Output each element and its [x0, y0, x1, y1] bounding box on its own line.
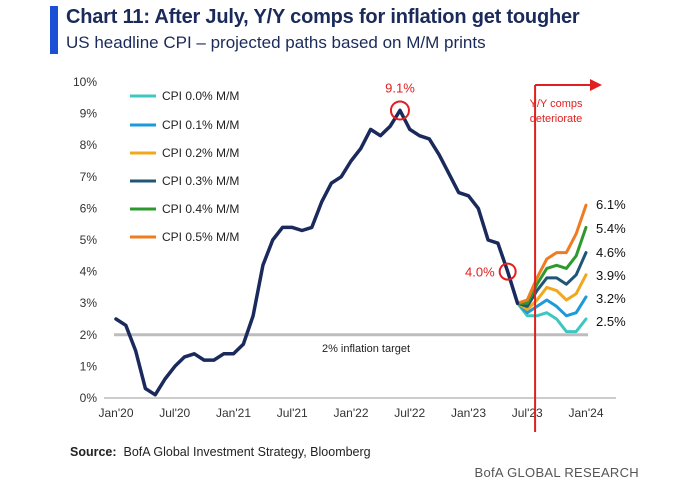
- x-tick-label: Jan'24: [569, 406, 604, 420]
- x-tick-label: Jul'22: [394, 406, 425, 420]
- source-label: Source:: [70, 445, 117, 459]
- y-tick-label: 7%: [80, 170, 98, 184]
- y-tick-label: 0%: [80, 391, 98, 405]
- end-value-label: 3.9%: [596, 268, 626, 283]
- legend-label: CPI 0.5% M/M: [162, 230, 239, 244]
- legend-label: CPI 0.3% M/M: [162, 174, 239, 188]
- projection-line: [516, 273, 588, 311]
- end-value-label: 6.1%: [596, 197, 626, 212]
- legend-label: CPI 0.2% M/M: [162, 146, 239, 160]
- source-note: Source: BofA Global Investment Strategy,…: [70, 445, 371, 459]
- divider-arrow-head: [590, 79, 602, 91]
- title-accent-bar: [50, 6, 58, 54]
- y-tick-label: 8%: [80, 138, 98, 152]
- y-tick-label: 6%: [80, 201, 98, 215]
- divider-label-line2: deteriorate: [530, 113, 583, 125]
- chart-subtitle: US headline CPI – projected paths based …: [66, 33, 486, 52]
- y-tick-label: 2%: [80, 328, 98, 342]
- x-tick-label: Jul'23: [512, 406, 543, 420]
- y-tick-label: 9%: [80, 107, 98, 121]
- projection-line: [516, 301, 588, 334]
- x-tick-label: Jul'20: [159, 406, 190, 420]
- target-label: 2% inflation target: [322, 343, 410, 355]
- end-value-label: 4.6%: [596, 245, 626, 260]
- x-tick-label: Jan'23: [451, 406, 486, 420]
- x-tick-label: Jan'21: [216, 406, 251, 420]
- brand-footer: BofA GLOBAL RESEARCH: [474, 465, 639, 480]
- y-tick-label: 3%: [80, 296, 98, 310]
- end-value-label: 2.5%: [596, 314, 626, 329]
- x-tick-label: Jan'22: [334, 406, 369, 420]
- cpi-actual-line: [114, 108, 520, 397]
- y-tick-label: 4%: [80, 265, 98, 279]
- x-tick-label: Jan'20: [99, 406, 134, 420]
- peak-label: 9.1%: [385, 80, 415, 95]
- current-label: 4.0%: [465, 265, 495, 280]
- source-text: BofA Global Investment Strategy, Bloombe…: [123, 445, 371, 459]
- peak-marker-circle: [389, 100, 410, 121]
- projection-line: [516, 251, 588, 308]
- y-tick-label: 10%: [73, 75, 97, 89]
- divider-label-line1: Y/Y comps: [530, 98, 583, 110]
- projection-line: [516, 203, 588, 305]
- y-tick-label: 5%: [80, 233, 98, 247]
- current-marker-circle: [498, 262, 517, 281]
- chart-title: Chart 11: After July, Y/Y comps for infl…: [66, 6, 580, 28]
- end-value-label: 5.4%: [596, 221, 626, 236]
- x-tick-label: Jul'21: [277, 406, 308, 420]
- legend-label: CPI 0.1% M/M: [162, 118, 239, 132]
- projection-line: [516, 295, 588, 318]
- legend-label: CPI 0.0% M/M: [162, 89, 239, 103]
- y-tick-label: 1%: [80, 359, 98, 373]
- end-value-label: 3.2%: [596, 291, 626, 306]
- legend-label: CPI 0.4% M/M: [162, 202, 239, 216]
